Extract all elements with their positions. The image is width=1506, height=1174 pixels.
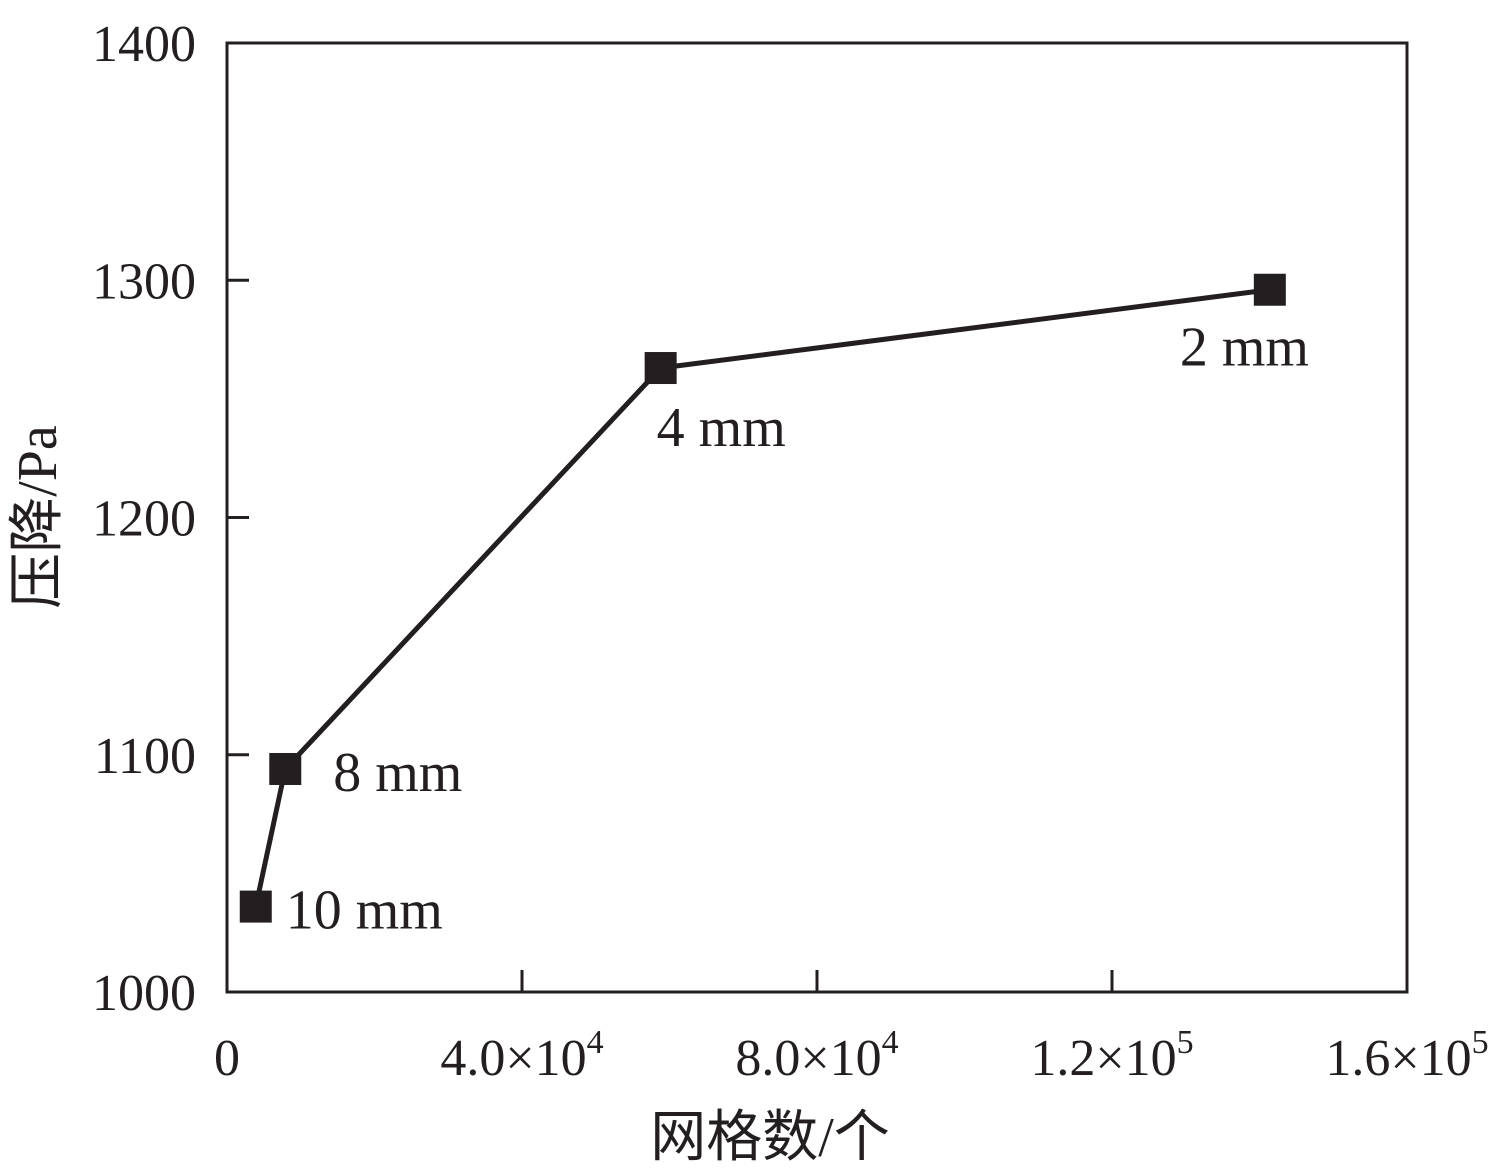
y-tick-label: 1200: [92, 491, 196, 548]
x-tick-label: 8.0×104: [735, 1024, 898, 1087]
y-axis-title: 压降/Pa: [7, 425, 69, 609]
x-tick-label: 1.6×105: [1325, 1024, 1488, 1087]
data-point: [239, 890, 272, 923]
point-labels: 10 mm 8 mm 4 mm 2 mm: [286, 317, 1309, 942]
x-tick-label: 1.2×105: [1030, 1024, 1193, 1087]
data-point: [1253, 273, 1286, 306]
y-tick-label: 1100: [94, 728, 196, 785]
x-tick-label: 0: [214, 1030, 240, 1087]
y-axis: 1000 1100 1200 1300 1400: [92, 16, 249, 1022]
y-tick-label: 1000: [92, 965, 196, 1022]
data-point-label: 2 mm: [1180, 317, 1309, 379]
x-tick-label: 4.0×104: [440, 1024, 603, 1087]
series-markers: [239, 273, 1286, 923]
data-point: [644, 352, 677, 385]
plot-frame: [225, 41, 1409, 994]
series-line: [253, 287, 1271, 908]
data-point: [269, 752, 302, 785]
data-point-label: 8 mm: [333, 742, 462, 804]
data-point-label: 10 mm: [286, 880, 443, 942]
x-axis: 0 4.0×104 8.0×104 1.2×105 1.6×105: [214, 970, 1489, 1087]
y-tick-label: 1400: [92, 16, 196, 73]
data-point-label: 4 mm: [657, 397, 786, 459]
x-axis-title: 网格数/个: [650, 1107, 890, 1169]
y-tick-label: 1300: [92, 253, 196, 310]
